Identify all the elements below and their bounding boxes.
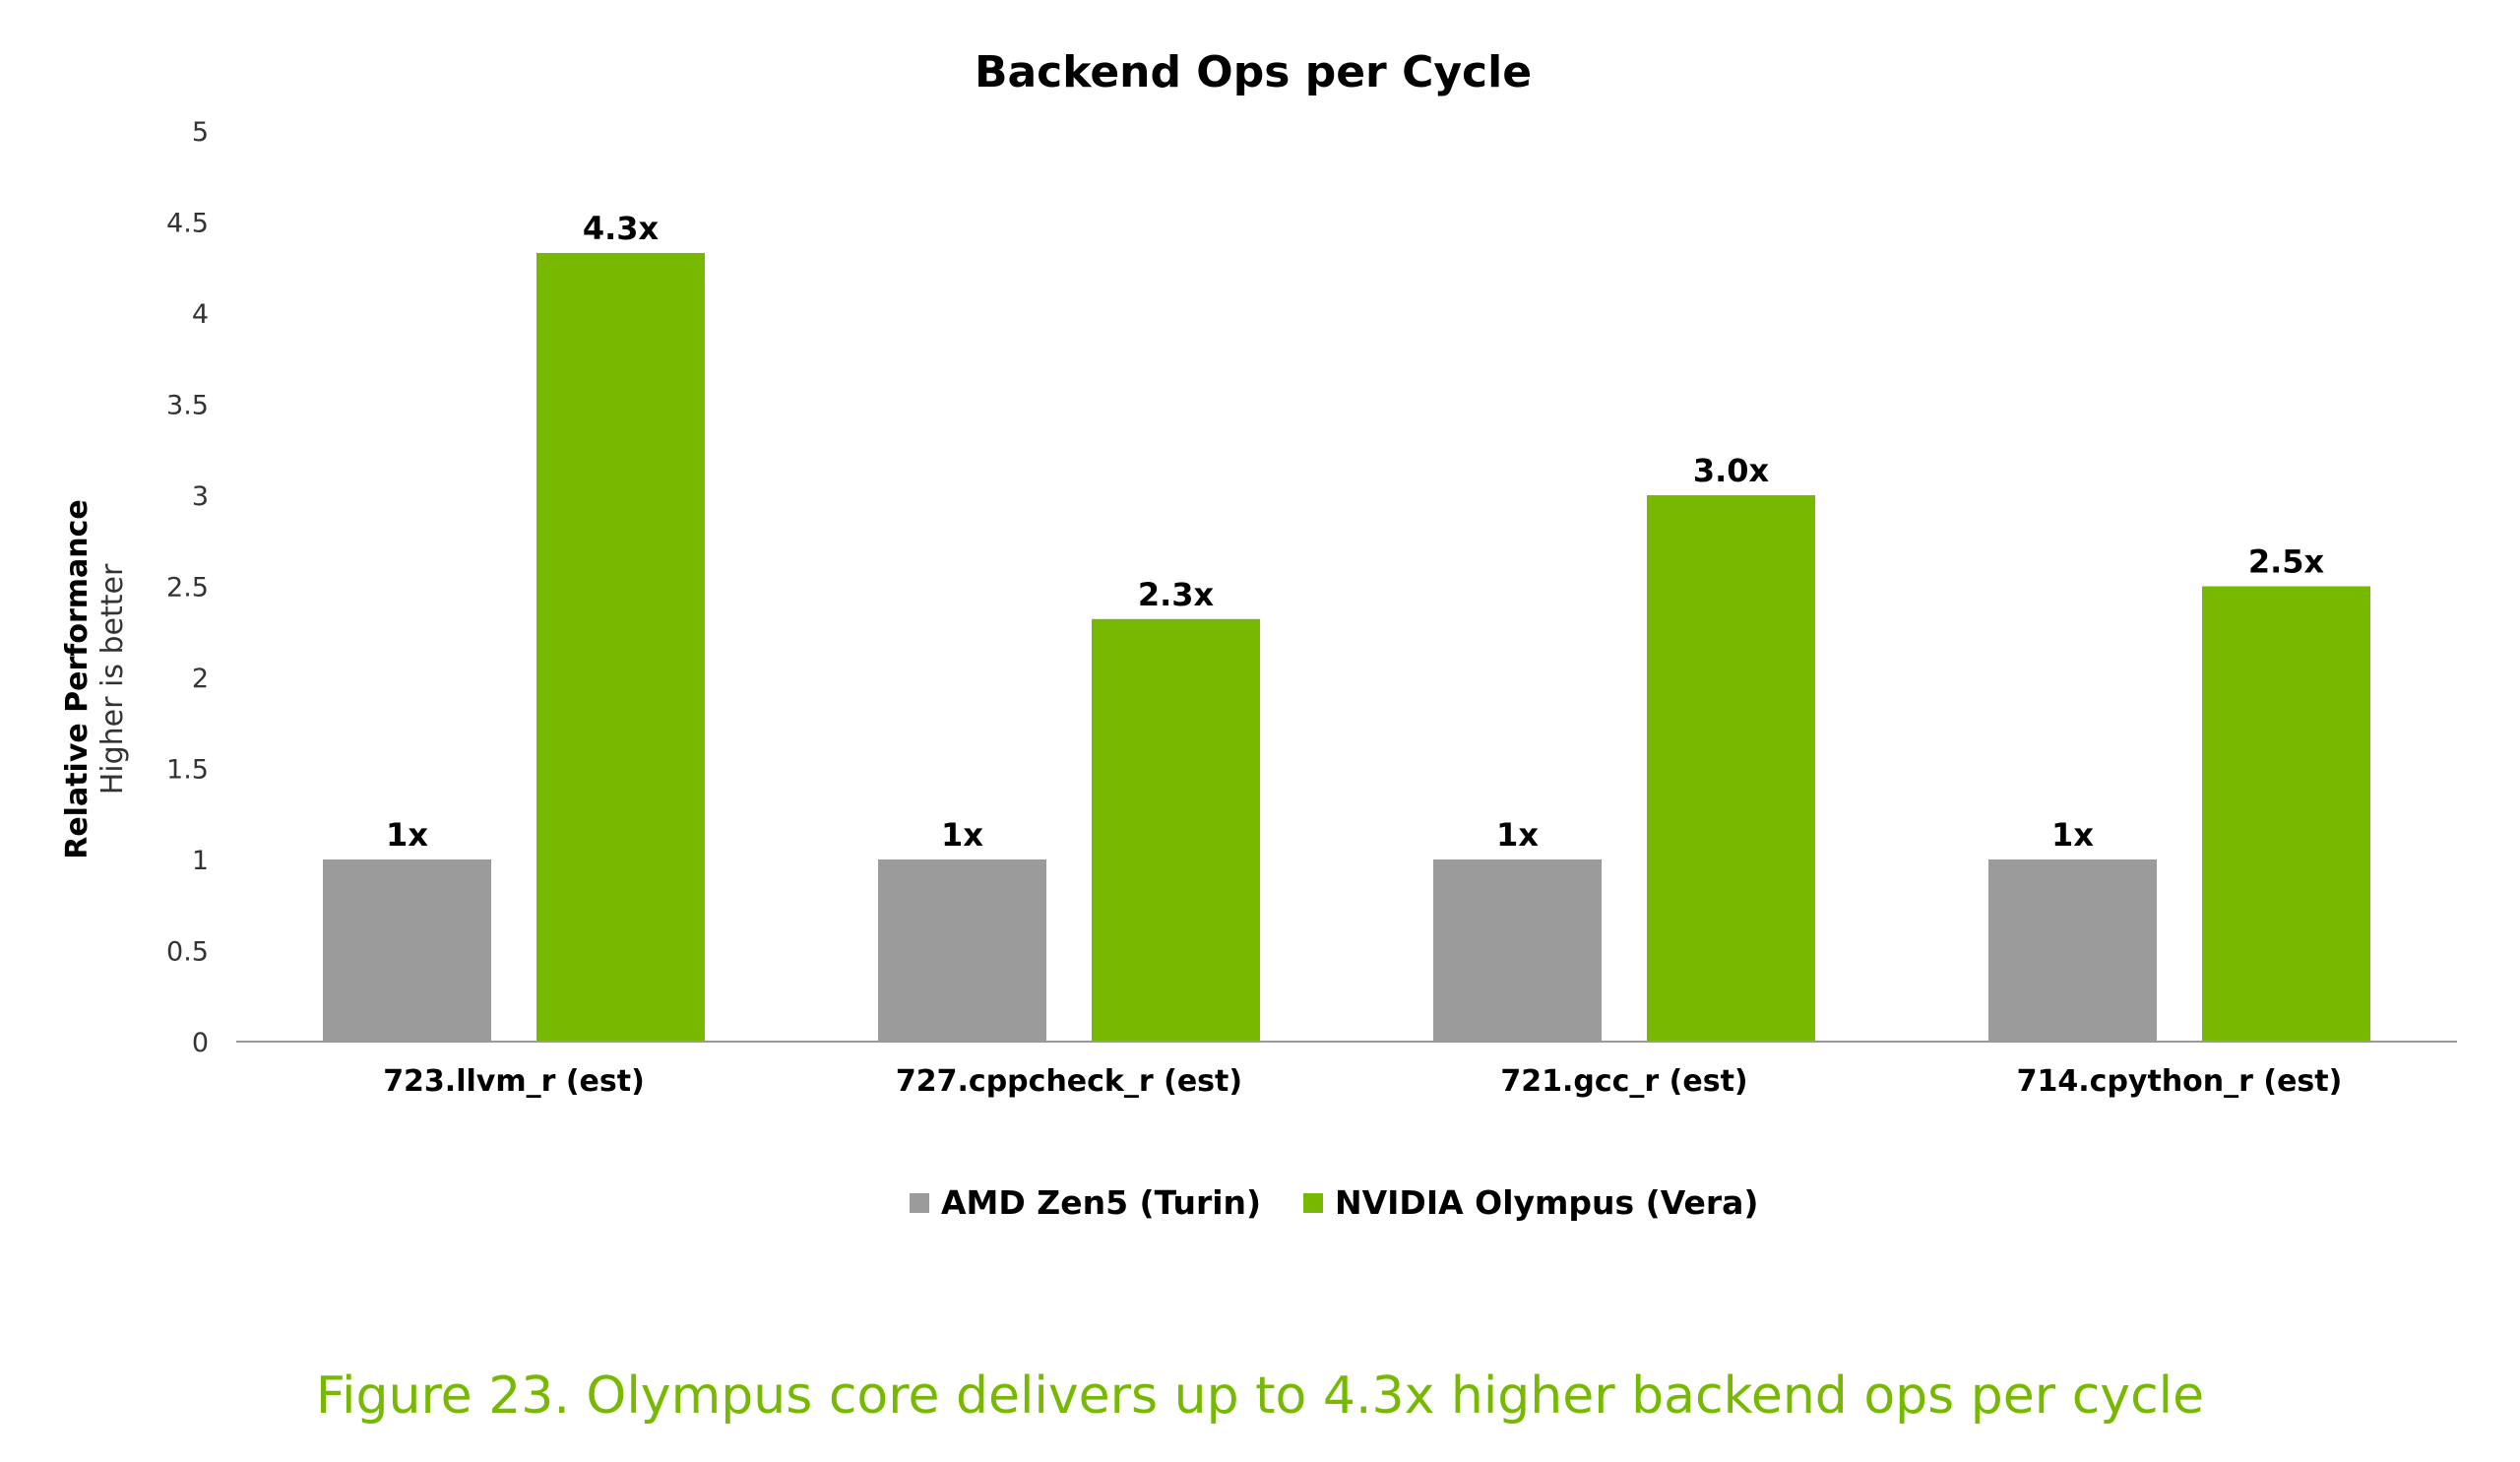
bar — [1092, 618, 1260, 1042]
data-label: 2.3x — [1138, 576, 1215, 613]
y-tick-label: 1.5 — [166, 755, 209, 786]
legend: AMD Zen5 (Turin) NVIDIA Olympus (Vera) — [910, 1183, 1758, 1222]
legend-label: AMD Zen5 (Turin) — [941, 1183, 1261, 1222]
bar-chart: Backend Ops per Cycle Relative Performan… — [60, 47, 2457, 1222]
y-axis-label: Relative Performance Higher is better — [60, 499, 130, 859]
bar — [1988, 859, 2157, 1042]
y-tick-label: 0 — [192, 1028, 209, 1058]
chart-title: Backend Ops per Cycle — [975, 47, 1532, 97]
bars: 1x 4.3x 1x 2.3x 1x 3.0x 1x 2.5x — [323, 210, 2370, 1042]
y-tick-label: 0.5 — [166, 937, 209, 968]
y-tick-label: 4.5 — [166, 209, 209, 239]
x-tick-label: 721.gcc_r (est) — [1500, 1064, 1747, 1099]
y-axis-ticks: 0 0.5 1 1.5 2 2.5 3 3.5 4 4.5 5 — [166, 117, 209, 1058]
bar — [2202, 586, 2370, 1042]
bar — [536, 252, 705, 1042]
y-tick-label: 2 — [192, 664, 209, 694]
x-tick-label: 723.llvm_r (est) — [383, 1064, 645, 1099]
bar — [323, 859, 491, 1042]
data-label: 3.0x — [1693, 452, 1770, 489]
data-label: 1x — [1496, 816, 1539, 854]
x-tick-label: 714.cpython_r (est) — [2017, 1064, 2343, 1099]
bar — [878, 859, 1046, 1042]
figure-caption: Figure 23. Olympus core delivers up to 4… — [315, 1367, 2205, 1426]
bar — [1433, 859, 1602, 1042]
data-label: 2.5x — [2248, 543, 2325, 581]
bar — [1647, 495, 1815, 1042]
data-label: 4.3x — [583, 210, 660, 247]
data-label: 1x — [2051, 816, 2094, 854]
y-tick-label: 3 — [192, 481, 209, 512]
legend-label: NVIDIA Olympus (Vera) — [1335, 1183, 1758, 1222]
legend-swatch — [910, 1193, 929, 1213]
y-tick-label: 2.5 — [166, 573, 209, 604]
data-label: 1x — [386, 816, 428, 854]
y-tick-label: 4 — [192, 299, 209, 330]
data-label: 1x — [941, 816, 983, 854]
y-axis-subtitle: Higher is better — [95, 563, 130, 795]
y-axis-title: Relative Performance — [60, 499, 94, 859]
legend-swatch — [1303, 1193, 1323, 1213]
y-tick-label: 1 — [192, 846, 209, 876]
x-tick-label: 727.cppcheck_r (est) — [896, 1064, 1242, 1099]
x-axis-labels: 723.llvm_r (est) 727.cppcheck_r (est) 721.… — [383, 1064, 2342, 1099]
y-tick-label: 3.5 — [166, 391, 209, 421]
y-tick-label: 5 — [192, 117, 209, 148]
